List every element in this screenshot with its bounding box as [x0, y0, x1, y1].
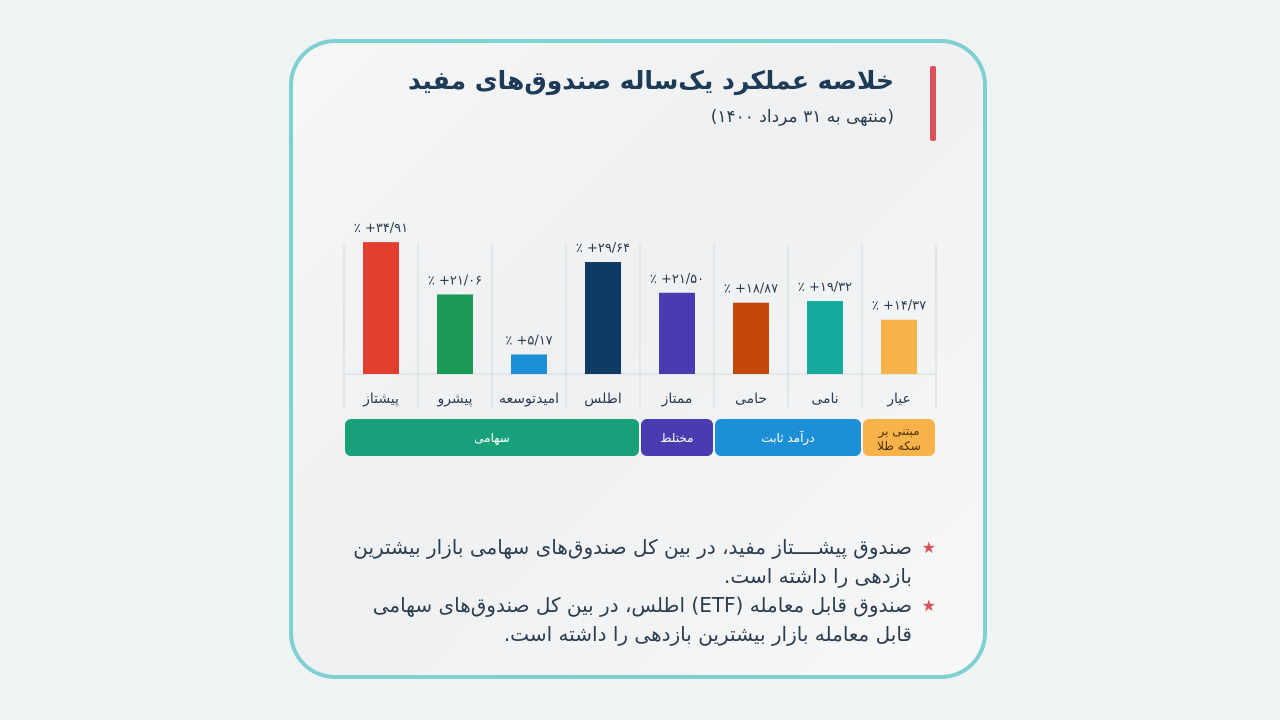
bar [511, 354, 547, 374]
bar [807, 301, 843, 374]
category-label: امیدتوسعه [499, 391, 559, 407]
category-label: ممتاز [661, 391, 693, 407]
group-band [715, 419, 861, 456]
accent-bar [930, 66, 936, 141]
group-label: مبتنی بر [877, 424, 919, 439]
group-band [863, 419, 935, 456]
chart-title: خلاصه عملکرد یک‌ساله صندوق‌های مفید [407, 66, 894, 95]
star-icon: ★ [921, 538, 936, 557]
category-label: پیشرو [436, 391, 472, 407]
group-band [345, 419, 639, 456]
note-item: ★ صندوق پیشــــتاز مفید، در بین کل صندوق… [340, 533, 936, 591]
category-label: نامی [811, 391, 838, 407]
notes-section: ★ صندوق پیشــــتاز مفید، در بین کل صندوق… [340, 533, 936, 649]
category-label: حامی [735, 391, 767, 407]
value-label: ٪ +۲۹/۶۴ [576, 241, 630, 256]
group-label: درآمد ثابت [761, 430, 814, 446]
value-label: ٪ +۵/۱۷ [505, 333, 552, 348]
value-label: ٪ +۲۱/۰۶ [428, 273, 482, 288]
group-band [641, 419, 713, 456]
summary-card [289, 39, 987, 679]
value-label: ٪ +۳۴/۹۱ [354, 221, 408, 236]
bar [437, 294, 473, 374]
bar [659, 292, 695, 374]
bar [733, 302, 769, 374]
note-text: صندوق پیشــــتاز مفید، در بین کل صندوق‌ه… [353, 535, 912, 588]
category-label: عیار [886, 391, 911, 407]
star-icon: ★ [921, 596, 936, 615]
bar [585, 262, 621, 374]
note-item: ★ صندوق قابل معامله (ETF) اطلس، در بین ک… [340, 591, 936, 649]
value-label: ٪ +۲۱/۵۰ [650, 272, 704, 287]
category-label: اطلس [584, 391, 622, 407]
value-label: ٪ +۱۴/۳۷ [872, 299, 926, 314]
chart-subtitle: (منتهی به ۳۱ مرداد ۱۴۰۰) [710, 107, 894, 127]
group-label: سکه طلا [877, 439, 921, 453]
bar [363, 242, 399, 374]
group-label: سهامی [474, 431, 510, 445]
value-label: ٪ +۱۹/۳۲ [798, 280, 852, 295]
category-label: پیشتاز [362, 391, 399, 407]
bar [881, 319, 917, 374]
value-label: ٪ +۱۸/۸۷ [724, 282, 778, 297]
note-text: صندوق قابل معامله (ETF) اطلس، در بین کل … [372, 593, 912, 646]
group-label: مختلط [660, 431, 693, 445]
